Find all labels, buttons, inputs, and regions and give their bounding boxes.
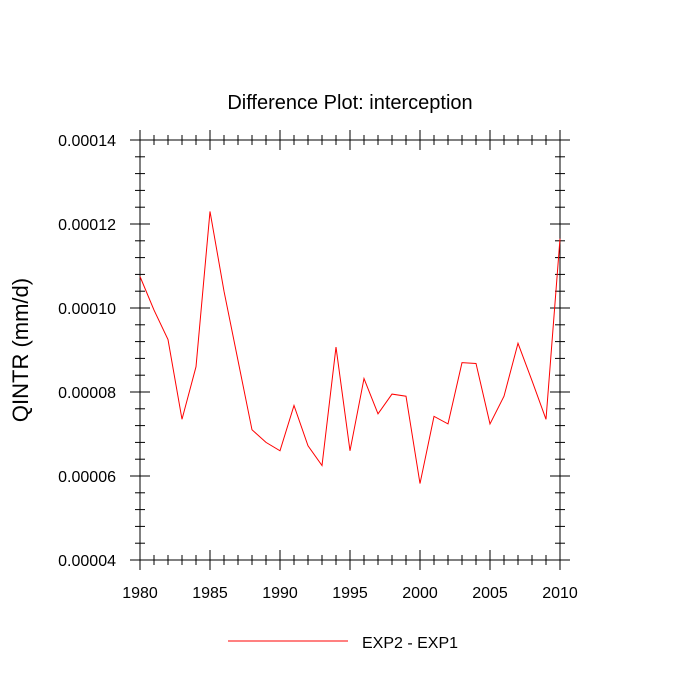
series-line xyxy=(139,211,561,484)
series-layer xyxy=(139,211,561,484)
axes: 1980 1985 1990 1995 2000 2005 2010 0.00004 0.000… xyxy=(58,130,578,602)
x-tick-label: 1985 xyxy=(192,585,228,602)
y-tick-label: 0.00010 xyxy=(58,301,116,318)
y-tick-label: 0.00012 xyxy=(58,217,116,234)
legend-label: EXP2 - EXP1 xyxy=(362,635,458,652)
x-tick-label: 2000 xyxy=(402,585,438,602)
x-tick-label: 1990 xyxy=(262,585,298,602)
x-tick-label: 1980 xyxy=(122,585,158,602)
x-tick-label: 2010 xyxy=(542,585,578,602)
legend: EXP2 - EXP1 xyxy=(228,635,458,652)
plot-frame xyxy=(139,139,561,561)
y-tick-label: 0.00006 xyxy=(58,469,116,486)
y-tick-label: 0.00008 xyxy=(58,385,116,402)
x-tick-label: 1995 xyxy=(332,585,368,602)
y-tick-label: 0.00014 xyxy=(58,133,116,150)
y-tick-label: 0.00004 xyxy=(58,553,116,570)
x-tick-label: 2005 xyxy=(472,585,508,602)
y-axis-label: QINTR (mm/d) xyxy=(8,278,33,422)
chart-title: Difference Plot: interception xyxy=(227,92,472,114)
